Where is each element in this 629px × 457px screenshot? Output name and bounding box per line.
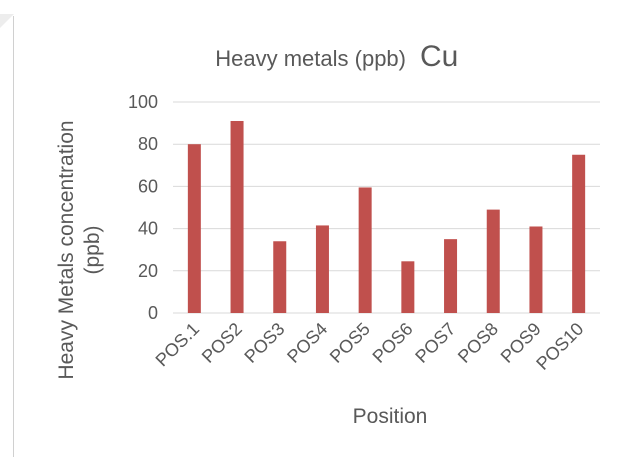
y-tick-label: 100 [128,92,158,112]
x-tick-label: POS10 [532,319,587,374]
x-axis-label: Position [353,405,428,428]
x-tick-label: POS7 [411,319,459,367]
y-axis-label: Heavy Metals concentration (ppb) [55,120,104,379]
bars [187,120,586,314]
bar [187,144,201,313]
gridlines [173,101,600,314]
page-corner-tab [0,14,14,28]
x-tick-label: POS8 [454,319,502,367]
x-tick-label: POS3 [240,319,288,367]
bar [486,209,500,313]
x-tick-label: POS6 [369,319,417,367]
y-tick-label: 0 [148,303,158,323]
y-tick-label: 20 [138,261,158,281]
x-tick-labels: POS.1POS2POS3POS4POS5POS6POS7POS8POS9POS… [152,319,588,374]
bar [444,239,458,313]
x-tick-label: POS4 [283,319,331,367]
y-tick-labels: 0 20 40 60 80 100 [128,92,158,323]
bar [315,225,329,313]
page-frame-edge [13,16,14,457]
y-tick-label: 60 [138,176,158,196]
y-tick-label: 80 [138,134,158,154]
bar [273,241,287,313]
bar [230,120,244,314]
bar [529,226,543,313]
bar [572,154,586,313]
x-tick-label: POS2 [198,319,246,367]
bar [401,261,415,313]
bar [358,187,372,313]
chart-title-element: Cu [420,40,458,73]
chart-title: Heavy metals (ppb) [215,46,406,71]
y-axis-label-line2: (ppb) [81,225,104,274]
x-tick-label: POS.1 [152,319,204,371]
x-tick-label: POS5 [326,319,374,367]
y-axis-label-line1: Heavy Metals concentration [55,120,78,379]
y-tick-label: 40 [138,219,158,239]
